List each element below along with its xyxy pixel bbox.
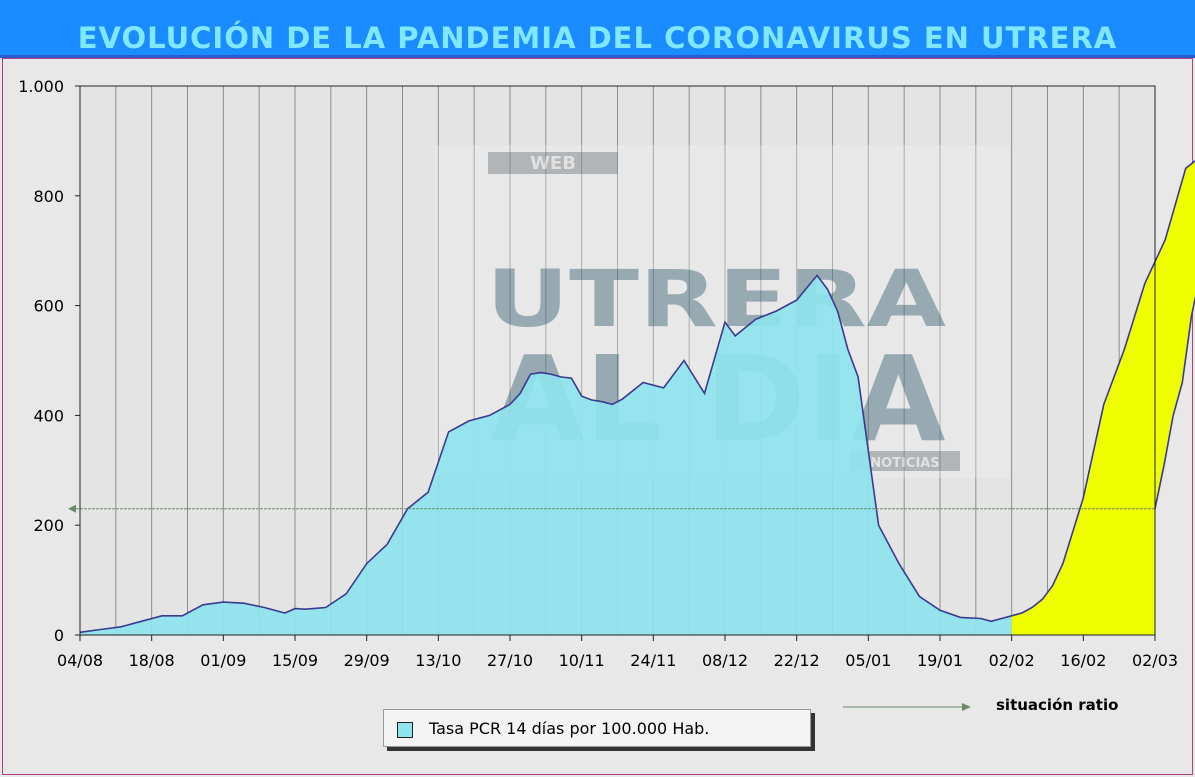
y-tick-label: 800 bbox=[33, 187, 64, 206]
x-tick-label: 05/01 bbox=[845, 651, 891, 670]
x-tick-label: 19/01 bbox=[917, 651, 963, 670]
chart-title: EVOLUCIÓN DE LA PANDEMIA DEL CORONAVIRUS… bbox=[77, 21, 1118, 55]
x-tick-label: 01/09 bbox=[200, 651, 246, 670]
x-tick-label: 22/12 bbox=[774, 651, 820, 670]
ratio-arrow bbox=[843, 703, 971, 711]
x-tick-label: 18/08 bbox=[129, 651, 175, 670]
y-tick-label: 600 bbox=[33, 297, 64, 316]
x-tick-label: 04/08 bbox=[57, 651, 103, 670]
area-fill bbox=[80, 275, 1012, 635]
reference-arrowhead bbox=[68, 504, 76, 513]
y-tick-label: 0 bbox=[54, 626, 64, 645]
x-tick-label: 15/09 bbox=[272, 651, 318, 670]
y-tick-label: 200 bbox=[33, 516, 64, 535]
x-tick-label: 13/10 bbox=[415, 651, 461, 670]
watermark-bottom: NOTICIAS bbox=[870, 456, 939, 471]
x-tick-label: 02/02 bbox=[989, 651, 1035, 670]
y-tick-label: 400 bbox=[33, 406, 64, 425]
title-banner: EVOLUCIÓN DE LA PANDEMIA DEL CORONAVIRUS… bbox=[0, 0, 1195, 58]
watermark-line1: UTRERA bbox=[486, 255, 946, 345]
legend: Tasa PCR 14 días por 100.000 Hab. bbox=[383, 709, 811, 747]
x-tick-label: 24/11 bbox=[630, 651, 676, 670]
situacion-ratio-label: situación ratio bbox=[996, 696, 1119, 714]
plot-border bbox=[79, 85, 1156, 636]
x-tick-label: 29/09 bbox=[344, 651, 390, 670]
area-fill-recent bbox=[1011, 160, 1195, 635]
series-line bbox=[79, 159, 1195, 634]
x-tick-label: 08/12 bbox=[702, 651, 748, 670]
x-tick-label: 02/03 bbox=[1132, 651, 1178, 670]
x-tick-label: 27/10 bbox=[487, 651, 533, 670]
watermark-top: WEB bbox=[530, 153, 576, 174]
x-tick-label: 16/02 bbox=[1060, 651, 1106, 670]
legend-swatch bbox=[397, 722, 413, 738]
x-tick-label: 10/11 bbox=[559, 651, 605, 670]
y-tick-label: 1.000 bbox=[18, 77, 64, 96]
legend-label: Tasa PCR 14 días por 100.000 Hab. bbox=[429, 719, 710, 738]
